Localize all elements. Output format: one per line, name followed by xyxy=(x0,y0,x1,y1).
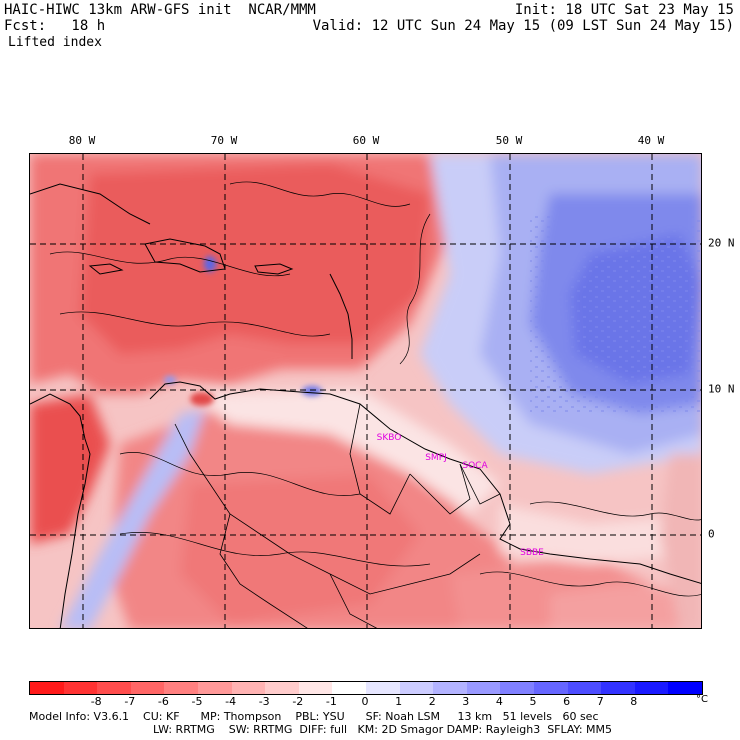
colorbar-tick-label: 0 xyxy=(361,695,369,708)
variable-name: Lifted index xyxy=(8,35,102,50)
init-time: Init: 18 UTC Sat 23 May 15 xyxy=(514,2,734,18)
lon-label-80w: 80 W xyxy=(68,134,96,147)
colorbar-cell xyxy=(500,682,534,694)
lon-label-60w: 60 W xyxy=(352,134,380,147)
colorbar-cell xyxy=(231,682,266,694)
colorbar-tick-label: 5 xyxy=(529,695,537,708)
lat-label-0: 0 xyxy=(708,527,715,541)
model-info-line-2: LW: RRTMG SW: RRTMG DIFF: full KM: 2D Sm… xyxy=(153,723,613,736)
field-texture xyxy=(530,214,701,414)
colorbar-cell xyxy=(365,682,400,694)
colorbar-tick-label: 6 xyxy=(563,695,571,708)
colorbar-cell xyxy=(130,682,165,694)
colorbar-tick-label: 1 xyxy=(395,695,403,708)
lon-label-70w: 70 W xyxy=(210,134,238,147)
valid-time: Valid: 12 UTC Sun 24 May 15 (09 LST Sun … xyxy=(312,18,734,34)
map-title: HAIC-HIWC 13km ARW-GFS init NCAR/MMM xyxy=(4,2,316,18)
colorbar-tick-label: 2 xyxy=(428,695,436,708)
colorbar-cell xyxy=(298,682,333,694)
lon-label-40w: 40 W xyxy=(637,134,665,147)
colorbar-cell xyxy=(30,682,64,694)
map-panel: SKBO SMPJ SOCA SBBE xyxy=(29,153,702,629)
lifted-index-field xyxy=(30,154,701,628)
colorbar-tick-label: -3 xyxy=(258,695,270,708)
model-info-line-1: Model Info: V3.6.1 CU: KF MP: Thompson P… xyxy=(29,710,599,723)
forecast-hour: Fcst: 18 h xyxy=(4,18,106,34)
colorbar-tick-label: -4 xyxy=(225,695,237,708)
colorbar-cell xyxy=(97,682,131,694)
colorbar-cell xyxy=(197,682,232,694)
lon-label-50w: 50 W xyxy=(495,134,523,147)
colorbar-tick-label: 8 xyxy=(630,695,638,708)
station-label-sbbe: SBBE xyxy=(520,548,544,558)
colorbar-tick-label: -1 xyxy=(325,695,337,708)
station-label-skbo: SKBO xyxy=(376,433,402,443)
colorbar-cell xyxy=(466,682,501,694)
colorbar-cell xyxy=(399,682,434,694)
colorbar-tick-label: 7 xyxy=(596,695,604,708)
colorbar-cell xyxy=(433,682,467,694)
colorbar-cell xyxy=(265,682,299,694)
colorbar-tick-label: 3 xyxy=(462,695,470,708)
colorbar-cell xyxy=(533,682,568,694)
lat-label-20n: 20 N xyxy=(708,236,735,250)
colorbar-cell xyxy=(634,682,669,694)
colorbar-tick-label: -6 xyxy=(157,695,169,708)
colorbar-tick-label: -7 xyxy=(124,695,136,708)
colorbar xyxy=(29,681,703,695)
colorbar-cell xyxy=(164,682,198,694)
colorbar-cell xyxy=(601,682,635,694)
coastlines xyxy=(30,181,701,628)
colorbar-cell xyxy=(668,682,702,694)
colorbar-unit: °C xyxy=(696,694,708,705)
station-label-smpj: SMPJ xyxy=(425,453,447,463)
latlon-grid xyxy=(30,154,701,628)
colorbar-tick-label: -2 xyxy=(292,695,304,708)
colorbar-tick-label: -5 xyxy=(191,695,203,708)
colorbar-cell xyxy=(63,682,98,694)
lat-label-10n: 10 N xyxy=(708,382,735,396)
colorbar-tick-label: -8 xyxy=(90,695,102,708)
colorbar-cell xyxy=(567,682,602,694)
colorbar-tick-label: 4 xyxy=(495,695,503,708)
colorbar-cell xyxy=(332,682,366,694)
station-label-soca: SOCA xyxy=(462,461,488,471)
